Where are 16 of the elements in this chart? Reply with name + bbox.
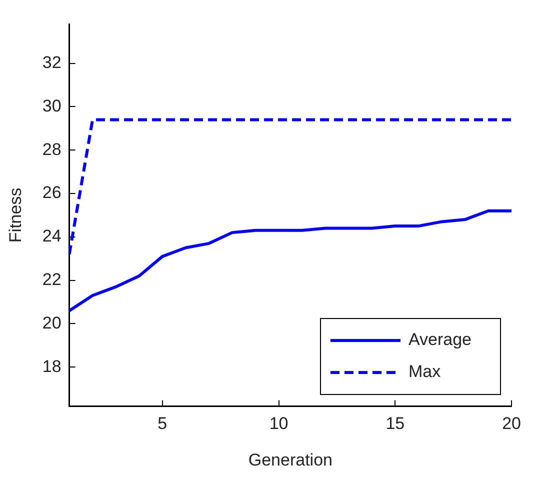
y-tick-label: 22 — [42, 270, 62, 289]
x-tick-label: 20 — [502, 414, 522, 434]
y-tick-label: 18 — [42, 356, 62, 376]
x-tick-label: 5 — [158, 414, 168, 434]
legend-label: Max — [408, 362, 442, 382]
x-tick-label: 15 — [386, 414, 405, 434]
legend-label: Average — [408, 330, 472, 350]
x-axis-title: Generation — [248, 450, 332, 470]
y-tick-label: 28 — [42, 140, 62, 159]
x-tick-label: 10 — [269, 414, 288, 434]
y-tick-label: 30 — [42, 96, 62, 116]
y-tick-label: 20 — [42, 313, 62, 332]
y-tick-label: 32 — [42, 52, 62, 72]
y-tick-label: 26 — [42, 183, 62, 202]
y-tick-label: 24 — [42, 226, 62, 246]
y-axis-title: Fitness — [6, 188, 25, 243]
